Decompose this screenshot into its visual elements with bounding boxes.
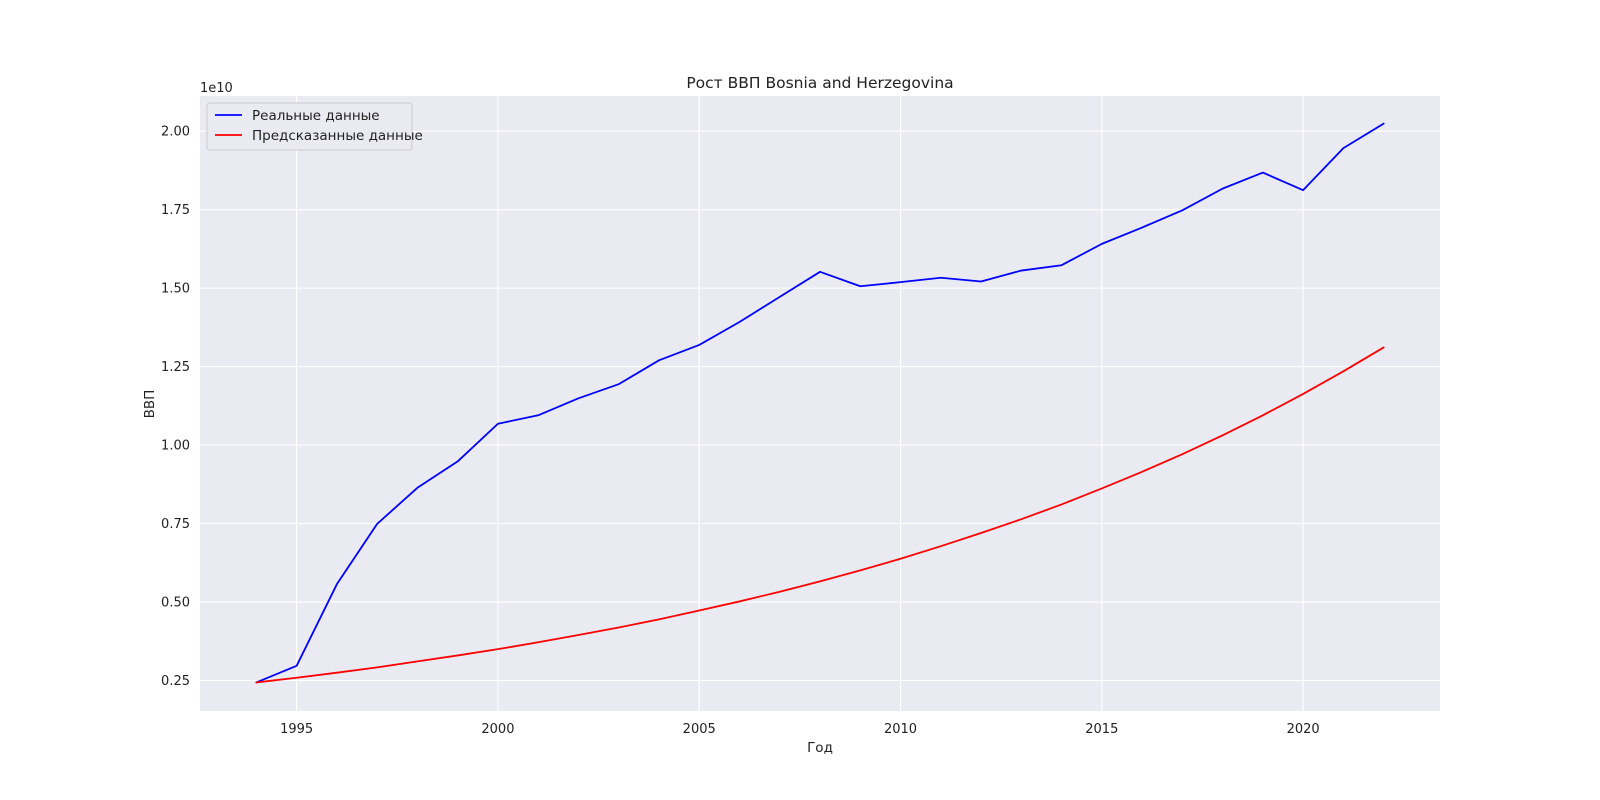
y-offset-label: 1e10 (200, 81, 233, 96)
y-tick-label: 0.75 (161, 517, 190, 532)
y-tick-label: 1.75 (161, 203, 190, 218)
legend: Реальные данные Предсказанные данные (206, 102, 423, 151)
y-tick-label: 1.00 (161, 439, 190, 454)
x-axis-label: Год (807, 740, 833, 756)
legend-box (206, 102, 413, 151)
legend-label-predicted: Предсказанные данные (252, 128, 423, 144)
y-tick-label: 2.00 (161, 125, 190, 140)
y-tick-label: 0.50 (161, 596, 190, 611)
y-tick-label: 0.25 (161, 674, 190, 689)
x-tick-label: 2005 (683, 722, 716, 737)
series-line-0 (255, 122, 1385, 684)
y-axis-label: ВВП (142, 390, 158, 419)
x-tick-label: 2000 (481, 722, 514, 737)
chart-title: Рост ВВП Bosnia and Herzegovina (686, 74, 953, 92)
x-tick-label: 2020 (1287, 722, 1320, 737)
y-tick-label: 1.50 (161, 282, 190, 297)
x-tick-label: 2010 (884, 722, 917, 737)
series-line-1 (255, 346, 1385, 684)
grid (200, 96, 1440, 711)
y-tick-label: 1.25 (161, 360, 190, 375)
series-lines (255, 122, 1385, 684)
ticks: 1995 2000 2005 2010 2015 2020 0.25 0.50 0.75 1.00… (161, 125, 1320, 737)
x-tick-label: 1995 (280, 722, 313, 737)
x-tick-label: 2015 (1085, 722, 1118, 737)
plot-area (200, 96, 1440, 711)
legend-label-real: Реальные данные (252, 108, 380, 124)
